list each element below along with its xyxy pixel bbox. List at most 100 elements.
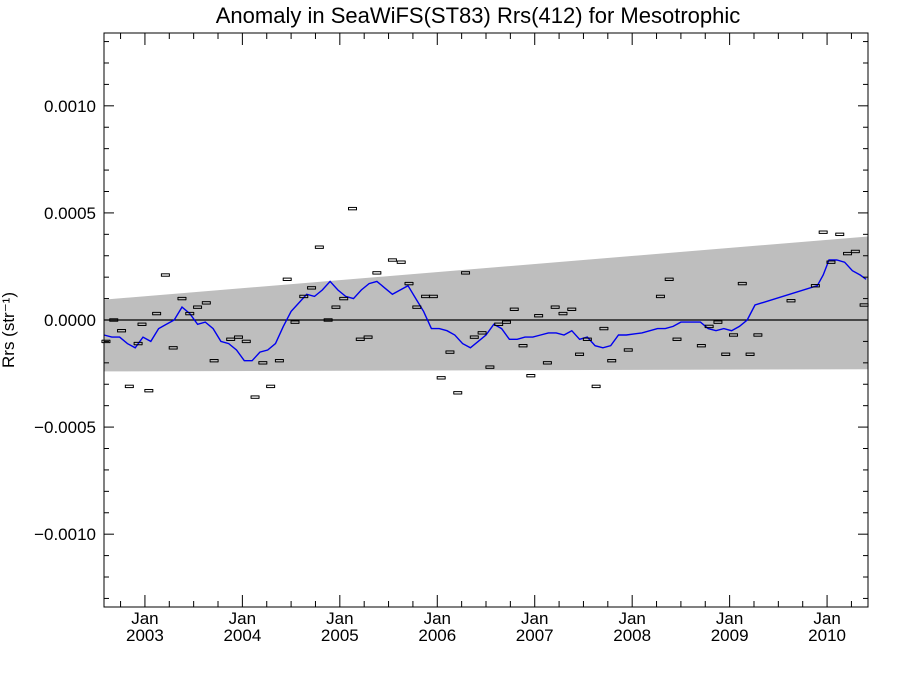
data-point [850, 249, 860, 254]
data-point [696, 344, 706, 348]
data-point [168, 346, 178, 350]
data-point [193, 305, 203, 309]
data-point [323, 318, 333, 322]
data-point [664, 277, 674, 282]
x-tick-month-label: Jan [813, 609, 840, 628]
x-tick-month-label: Jan [424, 609, 451, 628]
data-point [339, 296, 349, 301]
data-point [542, 361, 552, 365]
data-point [534, 314, 544, 318]
data-point [582, 337, 592, 341]
data-point [117, 329, 127, 333]
data-point [314, 245, 324, 249]
data-point [607, 358, 617, 363]
data-point [485, 365, 495, 369]
confidence-band [104, 236, 868, 372]
data-point [331, 305, 341, 309]
data-point [721, 352, 731, 356]
x-tick-year-label: 2005 [321, 626, 359, 645]
y-tick-label: 0.0010 [44, 97, 96, 116]
y-axis-label: Rrs (str⁻¹) [0, 292, 18, 368]
x-tick-year-label: 2004 [223, 626, 261, 645]
data-point [209, 358, 219, 363]
data-point [266, 384, 276, 389]
data-point [575, 352, 585, 356]
x-tick-month-label: Jan [326, 609, 353, 628]
data-point [363, 335, 373, 339]
data-point [282, 277, 292, 282]
data-point [518, 344, 528, 348]
data-point [494, 322, 504, 326]
data-point [567, 307, 577, 311]
data-point [623, 348, 633, 352]
x-tick-year-label: 2007 [516, 626, 554, 645]
data-point [753, 333, 763, 337]
data-point [729, 333, 739, 337]
data-point [258, 361, 268, 365]
data-point [826, 260, 836, 264]
data-point [428, 294, 438, 299]
data-point [152, 311, 162, 316]
x-tick-month-label: Jan [521, 609, 548, 628]
data-point [745, 352, 755, 356]
data-point [274, 358, 284, 363]
data-point [185, 311, 195, 316]
data-point [558, 311, 568, 316]
data-point [396, 260, 406, 264]
data-point [501, 320, 511, 324]
data-point [241, 339, 251, 344]
data-point [591, 384, 601, 389]
data-point [347, 206, 357, 211]
data-point [509, 307, 519, 311]
data-point [672, 337, 682, 341]
y-tick-label: −0.0010 [34, 525, 96, 544]
chart-title: Anomaly in SeaWiFS(ST83) Rrs(412) for Me… [216, 3, 741, 28]
data-point [144, 388, 154, 393]
x-tick-month-label: Jan [229, 609, 256, 628]
data-point [704, 324, 714, 329]
data-point [290, 320, 300, 324]
data-point [101, 339, 111, 344]
data-point [477, 331, 487, 335]
x-tick-year-label: 2008 [613, 626, 651, 645]
data-point [599, 326, 609, 331]
x-tick-month-label: Jan [716, 609, 743, 628]
data-point [201, 301, 211, 305]
data-point [737, 281, 747, 286]
data-point [133, 341, 143, 346]
data-point [177, 296, 187, 301]
data-point [526, 373, 536, 378]
x-tick-month-label: Jan [131, 609, 158, 628]
data-point [387, 258, 397, 262]
data-point [372, 271, 382, 275]
data-point [137, 322, 147, 326]
y-tick-label: 0.0005 [44, 204, 96, 223]
data-point [124, 384, 134, 389]
plot-area: 0.00100.00050.0000−0.0005−0.0010Jan2003J… [34, 32, 869, 645]
data-point [307, 286, 317, 290]
data-point [469, 335, 479, 339]
data-point [299, 294, 309, 299]
smoothed-series-line [103, 259, 867, 362]
data-point [453, 391, 463, 395]
data-point [160, 273, 170, 277]
data-point [404, 281, 414, 286]
x-tick-year-label: 2003 [126, 626, 164, 645]
data-point [713, 320, 723, 324]
x-tick-year-label: 2006 [418, 626, 456, 645]
data-point [461, 271, 471, 275]
data-point [445, 350, 455, 354]
data-point [250, 395, 260, 399]
x-tick-year-label: 2010 [808, 626, 846, 645]
data-point [436, 376, 446, 380]
y-tick-label: −0.0005 [34, 418, 96, 437]
data-point [843, 251, 853, 256]
x-tick-month-label: Jan [618, 609, 645, 628]
y-tick-label: 0.0000 [44, 311, 96, 330]
data-point [786, 299, 796, 303]
data-point [550, 305, 560, 309]
data-point [655, 294, 665, 299]
data-point [818, 230, 828, 234]
x-tick-year-label: 2009 [711, 626, 749, 645]
